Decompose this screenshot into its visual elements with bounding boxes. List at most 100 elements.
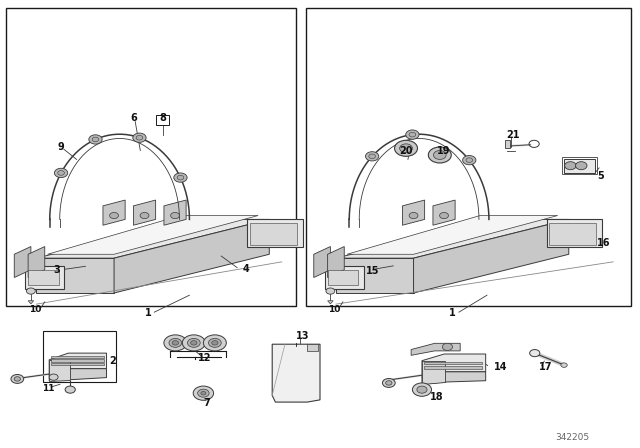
Text: 18: 18 xyxy=(430,392,444,402)
Polygon shape xyxy=(272,344,320,402)
Bar xyxy=(328,270,358,285)
Circle shape xyxy=(204,335,227,351)
Polygon shape xyxy=(49,360,70,381)
Text: 1: 1 xyxy=(145,309,152,319)
Circle shape xyxy=(409,132,416,137)
Polygon shape xyxy=(547,220,602,246)
Circle shape xyxy=(399,144,412,153)
Polygon shape xyxy=(411,343,460,355)
Circle shape xyxy=(136,135,143,140)
Bar xyxy=(549,223,596,245)
Polygon shape xyxy=(14,246,31,277)
Circle shape xyxy=(26,288,35,294)
Circle shape xyxy=(133,133,146,142)
Text: 17: 17 xyxy=(539,362,552,372)
Circle shape xyxy=(212,340,218,345)
Polygon shape xyxy=(433,200,455,225)
Circle shape xyxy=(326,288,335,294)
Polygon shape xyxy=(134,200,156,225)
Text: 7: 7 xyxy=(204,398,210,408)
Circle shape xyxy=(191,340,197,345)
Text: 14: 14 xyxy=(494,362,508,372)
Polygon shape xyxy=(49,353,106,375)
Polygon shape xyxy=(28,301,34,304)
Polygon shape xyxy=(164,200,186,225)
Circle shape xyxy=(92,137,99,142)
Text: 8: 8 xyxy=(159,113,166,124)
Circle shape xyxy=(575,162,587,170)
Circle shape xyxy=(386,381,392,385)
Circle shape xyxy=(409,212,418,219)
Circle shape xyxy=(65,386,76,393)
Polygon shape xyxy=(36,220,269,258)
Text: 3: 3 xyxy=(54,265,60,275)
Polygon shape xyxy=(403,200,424,225)
Circle shape xyxy=(58,171,65,175)
Circle shape xyxy=(164,335,187,351)
Bar xyxy=(250,223,297,245)
Circle shape xyxy=(172,340,179,345)
Text: 20: 20 xyxy=(399,146,413,156)
Polygon shape xyxy=(336,220,569,258)
Circle shape xyxy=(417,386,427,393)
Polygon shape xyxy=(247,220,303,246)
Polygon shape xyxy=(114,220,269,293)
Polygon shape xyxy=(422,354,486,378)
Circle shape xyxy=(201,392,206,395)
Circle shape xyxy=(171,212,179,219)
Polygon shape xyxy=(307,344,318,351)
Circle shape xyxy=(564,162,576,170)
Circle shape xyxy=(412,383,431,396)
Polygon shape xyxy=(26,266,64,289)
Polygon shape xyxy=(47,215,258,254)
Circle shape xyxy=(188,338,200,347)
Polygon shape xyxy=(422,372,486,384)
Polygon shape xyxy=(328,301,333,304)
Circle shape xyxy=(428,147,451,163)
Circle shape xyxy=(182,335,205,351)
Text: 5: 5 xyxy=(597,172,604,181)
Bar xyxy=(306,8,631,306)
Polygon shape xyxy=(347,215,557,254)
Circle shape xyxy=(440,212,449,219)
Circle shape xyxy=(365,152,379,161)
Circle shape xyxy=(14,377,20,381)
Circle shape xyxy=(383,379,395,388)
Circle shape xyxy=(209,338,221,347)
Circle shape xyxy=(198,389,209,397)
Bar xyxy=(424,362,483,364)
Text: 9: 9 xyxy=(58,142,64,152)
Polygon shape xyxy=(103,200,125,225)
Text: 2: 2 xyxy=(109,356,116,366)
Text: 6: 6 xyxy=(131,113,138,124)
Circle shape xyxy=(530,349,540,357)
Bar xyxy=(562,157,597,174)
Text: 15: 15 xyxy=(366,266,380,276)
Text: 13: 13 xyxy=(296,331,310,341)
Circle shape xyxy=(174,173,187,182)
Polygon shape xyxy=(49,369,106,381)
Bar xyxy=(6,8,296,306)
Text: 4: 4 xyxy=(243,264,249,275)
Circle shape xyxy=(11,375,24,383)
Circle shape xyxy=(109,212,118,219)
Bar xyxy=(505,140,510,148)
Text: 342205: 342205 xyxy=(556,433,590,442)
Circle shape xyxy=(177,175,184,180)
Circle shape xyxy=(89,135,102,144)
Polygon shape xyxy=(336,258,413,293)
Text: 10: 10 xyxy=(328,305,340,314)
Circle shape xyxy=(54,168,68,177)
Circle shape xyxy=(193,386,214,401)
Circle shape xyxy=(140,212,149,219)
Circle shape xyxy=(406,130,419,139)
Text: 1: 1 xyxy=(449,309,456,319)
Text: 12: 12 xyxy=(198,353,211,362)
Circle shape xyxy=(561,363,567,367)
Circle shape xyxy=(394,140,417,156)
Text: 10: 10 xyxy=(29,305,42,314)
Polygon shape xyxy=(36,258,114,293)
Bar xyxy=(156,115,169,125)
Circle shape xyxy=(169,338,182,347)
Polygon shape xyxy=(28,246,45,277)
